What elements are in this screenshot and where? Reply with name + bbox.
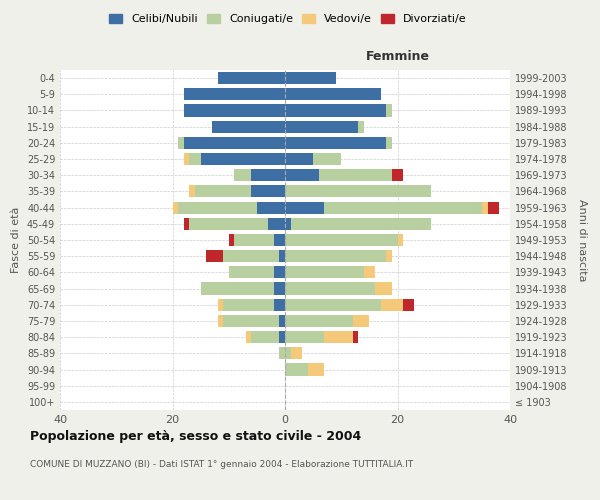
Bar [178, 137, 184, 149]
Bar [280, 331, 285, 343]
Bar [380, 298, 403, 311]
Bar [184, 218, 190, 230]
Bar [285, 202, 325, 213]
Bar [257, 202, 285, 213]
Bar [251, 186, 285, 198]
Bar [290, 218, 431, 230]
Bar [212, 120, 285, 132]
Bar [274, 298, 285, 311]
Bar [285, 169, 319, 181]
Bar [319, 169, 392, 181]
Bar [223, 250, 280, 262]
Bar [218, 298, 223, 311]
Bar [280, 315, 285, 327]
Bar [184, 137, 285, 149]
Bar [274, 234, 285, 246]
Bar [285, 186, 431, 198]
Bar [285, 348, 290, 360]
Bar [285, 298, 380, 311]
Bar [173, 202, 178, 213]
Bar [403, 298, 415, 311]
Y-axis label: Fasce di età: Fasce di età [11, 207, 21, 273]
Bar [285, 137, 386, 149]
Bar [386, 250, 392, 262]
Bar [386, 104, 392, 117]
Bar [251, 169, 285, 181]
Bar [285, 364, 308, 376]
Bar [190, 153, 200, 165]
Bar [285, 266, 364, 278]
Bar [223, 298, 274, 311]
Legend: Celibi/Nubili, Coniugati/e, Vedovi/e, Divorziati/e: Celibi/Nubili, Coniugati/e, Vedovi/e, Di… [106, 10, 470, 28]
Bar [285, 218, 290, 230]
Bar [206, 250, 223, 262]
Bar [285, 250, 386, 262]
Bar [190, 218, 268, 230]
Bar [184, 153, 190, 165]
Bar [398, 234, 403, 246]
Bar [325, 202, 482, 213]
Bar [274, 282, 285, 294]
Bar [313, 153, 341, 165]
Bar [353, 331, 358, 343]
Text: COMUNE DI MUZZANO (BI) - Dati ISTAT 1° gennaio 2004 - Elaborazione TUTTITALIA.IT: COMUNE DI MUZZANO (BI) - Dati ISTAT 1° g… [30, 460, 413, 469]
Bar [375, 282, 392, 294]
Bar [280, 348, 285, 360]
Text: Femmine: Femmine [365, 50, 430, 63]
Bar [200, 153, 285, 165]
Bar [482, 202, 487, 213]
Bar [285, 282, 375, 294]
Bar [235, 234, 274, 246]
Bar [178, 202, 257, 213]
Bar [285, 153, 313, 165]
Bar [184, 88, 285, 101]
Bar [251, 331, 280, 343]
Y-axis label: Anni di nascita: Anni di nascita [577, 198, 587, 281]
Bar [218, 72, 285, 84]
Bar [487, 202, 499, 213]
Bar [386, 137, 392, 149]
Bar [285, 331, 325, 343]
Bar [268, 218, 285, 230]
Bar [308, 364, 325, 376]
Bar [285, 120, 358, 132]
Bar [290, 348, 302, 360]
Bar [223, 315, 280, 327]
Bar [285, 234, 398, 246]
Bar [364, 266, 375, 278]
Bar [285, 315, 353, 327]
Bar [392, 169, 403, 181]
Bar [285, 72, 335, 84]
Bar [200, 282, 274, 294]
Bar [285, 88, 380, 101]
Bar [285, 104, 386, 117]
Bar [353, 315, 370, 327]
Bar [229, 266, 274, 278]
Bar [325, 331, 353, 343]
Bar [190, 186, 195, 198]
Bar [280, 250, 285, 262]
Bar [358, 120, 364, 132]
Bar [195, 186, 251, 198]
Bar [218, 315, 223, 327]
Bar [229, 234, 235, 246]
Bar [274, 266, 285, 278]
Text: Popolazione per età, sesso e stato civile - 2004: Popolazione per età, sesso e stato civil… [30, 430, 361, 443]
Bar [235, 169, 251, 181]
Bar [245, 331, 251, 343]
Bar [184, 104, 285, 117]
